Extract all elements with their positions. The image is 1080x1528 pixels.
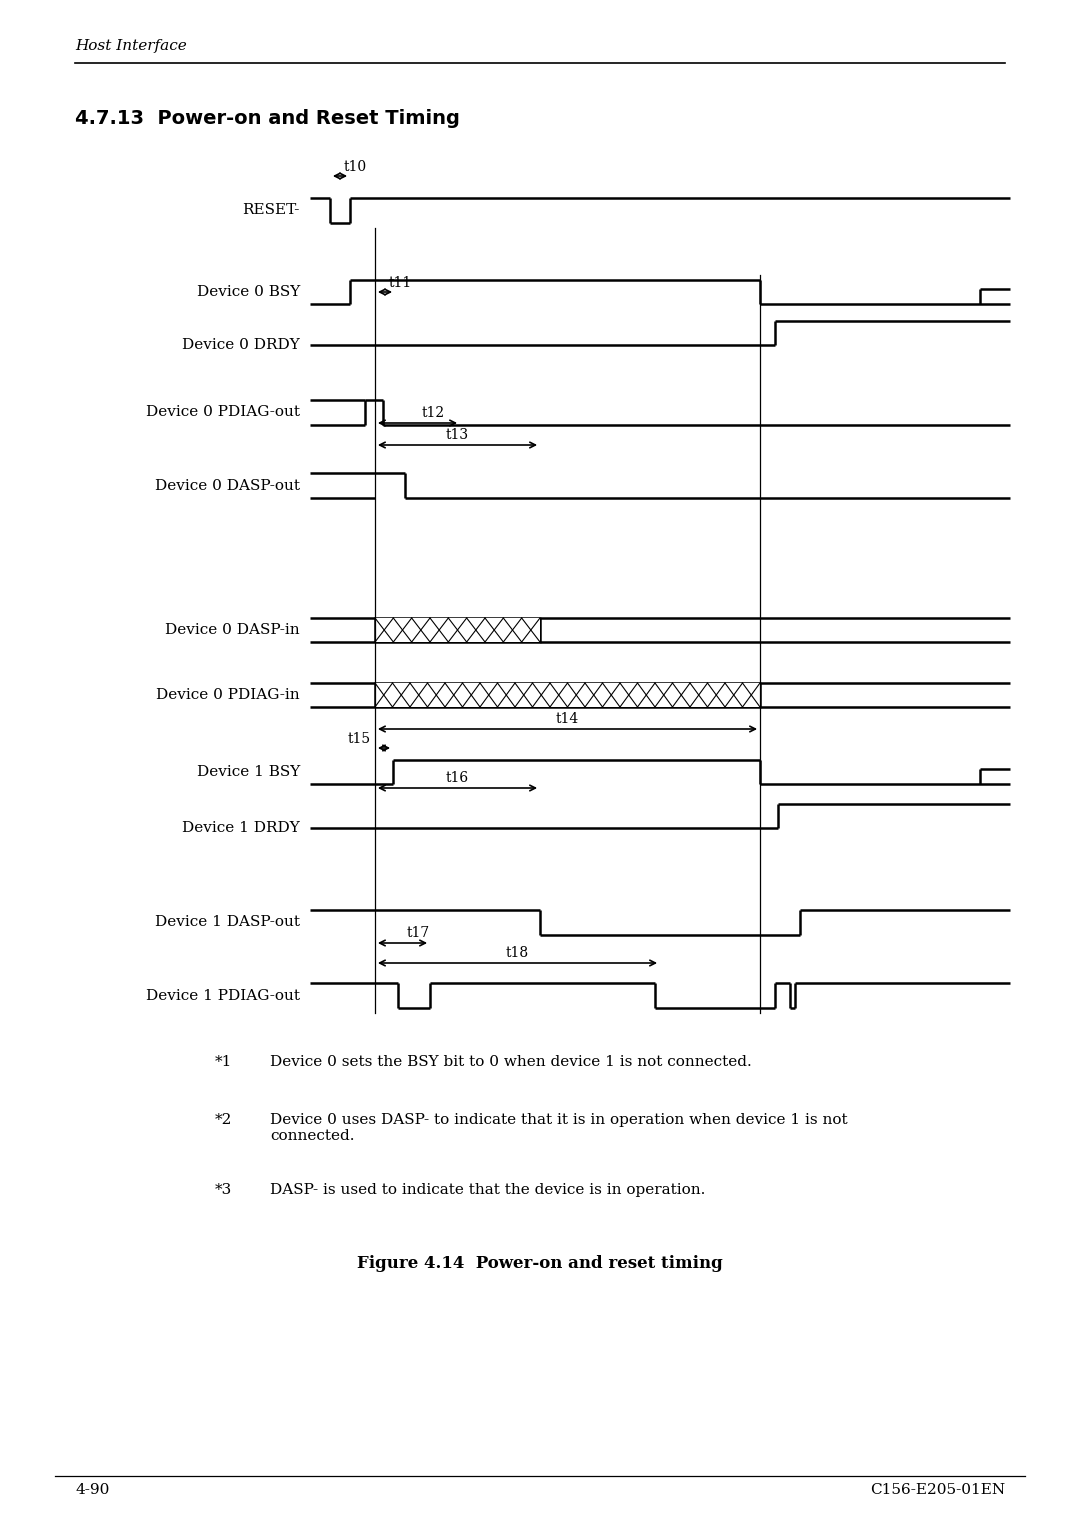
Bar <box>375 617 540 642</box>
Text: t14: t14 <box>556 712 579 726</box>
Text: C156-E205-01EN: C156-E205-01EN <box>869 1484 1005 1497</box>
Text: Device 0 DRDY: Device 0 DRDY <box>183 338 300 351</box>
Text: Device 1 DRDY: Device 1 DRDY <box>183 821 300 834</box>
Text: Device 0 uses DASP- to indicate that it is in operation when device 1 is not
con: Device 0 uses DASP- to indicate that it … <box>270 1112 848 1143</box>
Text: t16: t16 <box>446 772 469 785</box>
Text: 4.7.13  Power-on and Reset Timing: 4.7.13 Power-on and Reset Timing <box>75 108 460 127</box>
Text: Device 0 DASP-in: Device 0 DASP-in <box>165 623 300 637</box>
Text: Device 0 PDIAG-out: Device 0 PDIAG-out <box>146 405 300 420</box>
Text: Device 0 sets the BSY bit to 0 when device 1 is not connected.: Device 0 sets the BSY bit to 0 when devi… <box>270 1054 752 1070</box>
Text: Device 1 BSY: Device 1 BSY <box>197 766 300 779</box>
Text: t11: t11 <box>389 277 413 290</box>
Text: t13: t13 <box>446 428 469 442</box>
Bar <box>375 683 760 707</box>
Text: DASP- is used to indicate that the device is in operation.: DASP- is used to indicate that the devic… <box>270 1183 705 1196</box>
Text: Device 1 PDIAG-out: Device 1 PDIAG-out <box>146 989 300 1002</box>
Text: t17: t17 <box>406 926 430 940</box>
Text: t15: t15 <box>348 732 372 746</box>
Text: RESET-: RESET- <box>243 203 300 217</box>
Text: t18: t18 <box>505 946 529 960</box>
Text: Device 0 DASP-out: Device 0 DASP-out <box>156 478 300 492</box>
Text: Device 1 DASP-out: Device 1 DASP-out <box>156 915 300 929</box>
Text: *1: *1 <box>215 1054 232 1070</box>
Text: Host Interface: Host Interface <box>75 40 187 53</box>
Text: Device 0 BSY: Device 0 BSY <box>197 286 300 299</box>
Text: t10: t10 <box>345 160 367 174</box>
Text: t12: t12 <box>421 406 445 420</box>
Text: *2: *2 <box>215 1112 232 1128</box>
Text: Device 0 PDIAG-in: Device 0 PDIAG-in <box>157 688 300 701</box>
Text: 4-90: 4-90 <box>75 1484 109 1497</box>
Text: *3: *3 <box>215 1183 232 1196</box>
Text: Figure 4.14  Power-on and reset timing: Figure 4.14 Power-on and reset timing <box>357 1254 723 1271</box>
